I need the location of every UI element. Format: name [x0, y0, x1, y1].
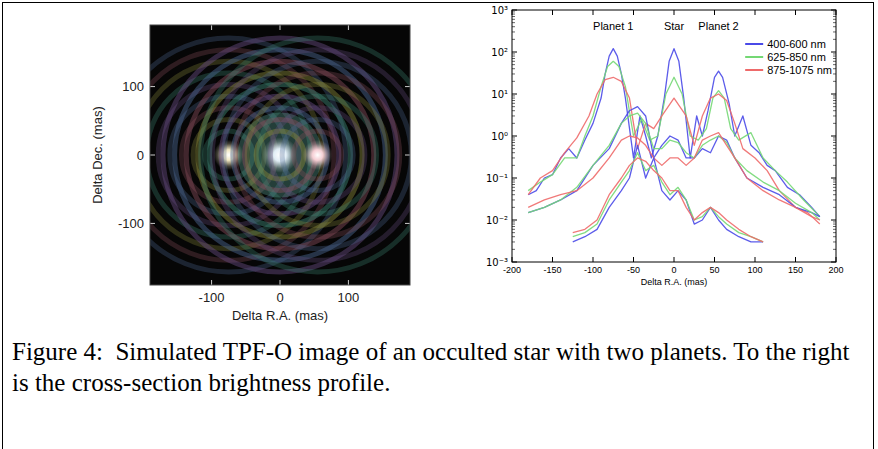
tick-label: 100	[122, 79, 144, 94]
series-line	[528, 61, 820, 216]
tick-label: 10⁻²	[486, 215, 508, 226]
plot-frame	[512, 10, 836, 262]
annotation: Planet 2	[698, 20, 738, 32]
tick-label: 0	[137, 148, 144, 163]
legend-label: 625-850 nm	[767, 51, 826, 63]
tick	[512, 136, 517, 137]
tick	[405, 223, 410, 224]
tick	[552, 257, 553, 262]
tick-label: -200	[503, 265, 521, 275]
tick-label: 200	[828, 265, 843, 275]
annotation: Star	[664, 20, 685, 32]
tick-label: 100	[338, 290, 360, 305]
tick	[633, 10, 634, 15]
diffraction-ring	[224, 61, 410, 248]
tick	[714, 10, 715, 15]
tick	[831, 52, 836, 53]
tick	[512, 52, 517, 53]
tick	[755, 257, 756, 262]
series-line	[573, 153, 763, 242]
tick-label: 10²	[491, 47, 508, 58]
legend-label: 400-600 nm	[767, 38, 826, 50]
legend-swatch	[745, 43, 763, 45]
core	[303, 140, 333, 170]
tick	[211, 25, 212, 30]
diffraction-ring	[201, 38, 410, 272]
figure: -100 0 100 -100 0 100 Delta R.A. (mas) Delta De…	[0, 0, 878, 332]
tick	[512, 94, 517, 95]
axis-title: Delta R.A. (mas)	[232, 308, 328, 323]
tick-label: 50	[709, 265, 719, 275]
tick	[633, 257, 634, 262]
series-line	[528, 77, 820, 224]
tick	[150, 86, 155, 87]
series-line	[573, 158, 763, 242]
diffraction-ring	[294, 131, 342, 179]
series-line	[528, 113, 820, 220]
tick-label: 0	[671, 265, 676, 275]
legend-swatch	[745, 56, 763, 58]
tick	[150, 155, 155, 156]
tick-label: -100	[199, 290, 225, 305]
tick	[755, 10, 756, 15]
tick	[831, 220, 836, 221]
diffraction-ring	[236, 73, 400, 237]
tick	[405, 155, 410, 156]
tick	[348, 280, 349, 285]
diffraction-ring	[259, 96, 377, 214]
legend-label: 875-1075 nm	[767, 64, 832, 76]
annotation: Planet 1	[593, 20, 633, 32]
tick	[150, 223, 155, 224]
diffraction-ring	[282, 119, 353, 190]
tick-label: -50	[627, 265, 640, 275]
tick-label: -100	[118, 216, 144, 231]
plot-background	[512, 10, 836, 262]
tick	[512, 220, 517, 221]
legend: 400-600 nm625-850 nm875-1075 nm	[745, 38, 832, 76]
tick	[831, 178, 836, 179]
tick	[405, 86, 410, 87]
tick	[211, 280, 212, 285]
tick-label: -100	[584, 265, 602, 275]
tick	[280, 25, 281, 30]
tick-label: 150	[788, 265, 803, 275]
caption: Figure 4: Simulated TPF-O image of an oc…	[12, 336, 862, 398]
series-line	[528, 107, 820, 217]
tick	[552, 10, 553, 15]
tick-label: -150	[543, 265, 561, 275]
diffraction-ring	[212, 50, 410, 261]
tick	[795, 10, 796, 15]
source	[201, 38, 410, 272]
tick	[674, 10, 675, 15]
axis-title: Delta Dec. (mas)	[90, 106, 105, 204]
tick	[674, 257, 675, 262]
image-frame	[150, 25, 410, 285]
tick	[795, 257, 796, 262]
tick	[831, 136, 836, 137]
series-line	[573, 145, 763, 242]
tick	[831, 94, 836, 95]
tick-label: 10³	[491, 5, 508, 16]
image-content	[150, 38, 410, 272]
series-line	[528, 133, 820, 220]
tick-label: 100	[747, 265, 762, 275]
tick-label: 10¹	[491, 89, 508, 100]
tick-label: 10⁻¹	[486, 173, 508, 184]
diffraction-ring	[270, 108, 364, 202]
tick	[512, 178, 517, 179]
tick	[280, 280, 281, 285]
axis-title: Delta R.A. (mas)	[641, 277, 708, 287]
series-group	[528, 49, 820, 242]
tick-label: 10⁰	[491, 131, 508, 142]
tick	[348, 25, 349, 30]
diffraction-ring	[247, 85, 388, 226]
tick	[714, 257, 715, 262]
legend-swatch	[745, 69, 763, 71]
tick	[593, 257, 594, 262]
tick	[593, 10, 594, 15]
tick-label: 0	[276, 290, 283, 305]
